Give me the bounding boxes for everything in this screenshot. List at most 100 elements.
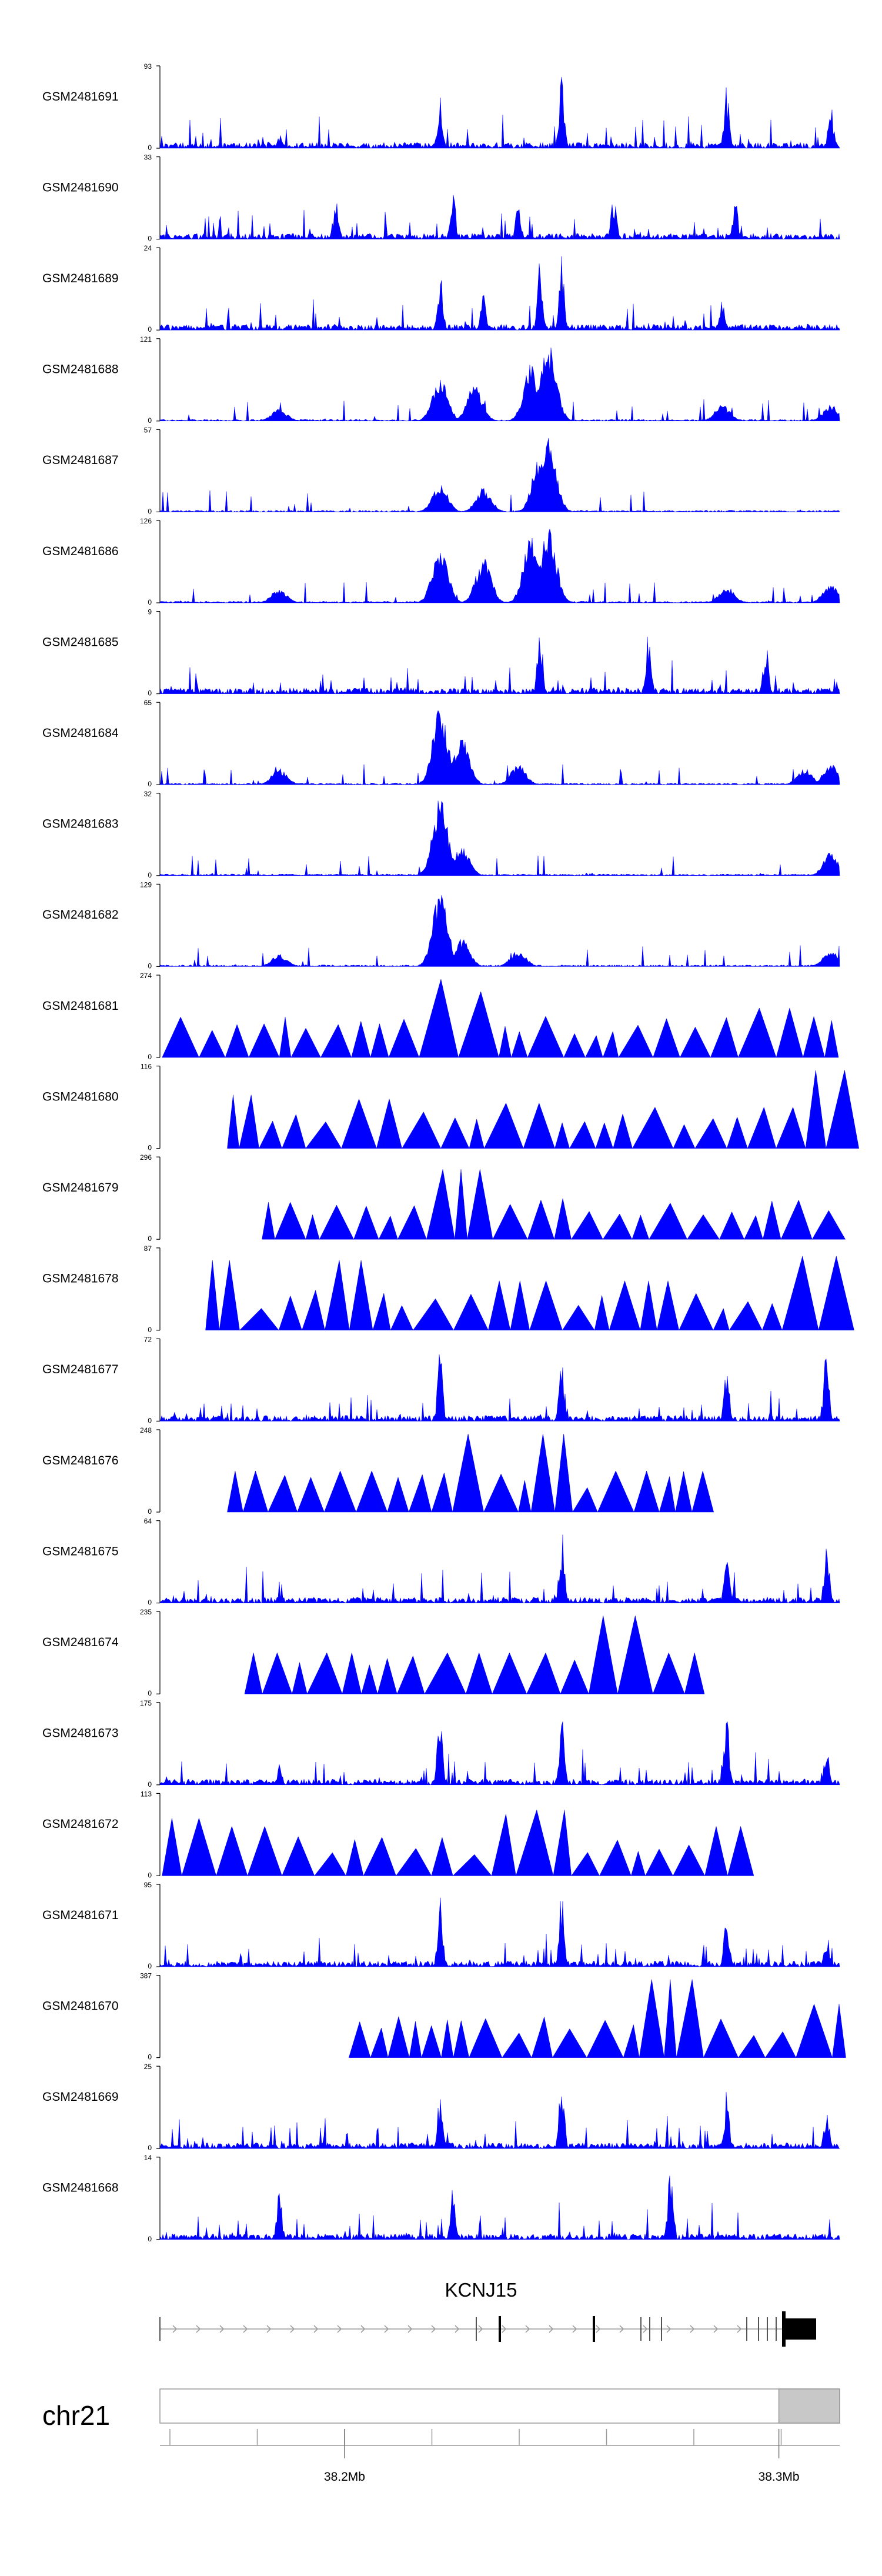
y-min-label: 0 [148, 235, 152, 243]
signal-area [159, 2092, 840, 2149]
exon-block [786, 2318, 816, 2340]
signal-area [159, 2175, 840, 2240]
signal-area [159, 1354, 840, 1422]
y-min-label: 0 [148, 962, 152, 970]
track-label: GSM2481674 [42, 1636, 119, 1649]
track-label: GSM2481669 [42, 2090, 119, 2104]
strand-arrow-icon [596, 2325, 601, 2333]
y-max-label: 387 [140, 1972, 152, 1980]
strand-arrow-icon [666, 2325, 671, 2333]
track-label: GSM2481687 [42, 453, 119, 467]
track-GSM2481675: GSM2481675 64 0 [42, 1517, 840, 1607]
y-max-label: 274 [140, 972, 152, 980]
signal-area [159, 438, 840, 512]
y-min-label: 0 [148, 507, 152, 515]
y-max-label: 95 [144, 1881, 152, 1889]
track-GSM2481685: GSM2481685 9 0 [42, 608, 840, 698]
signal-area [262, 1169, 846, 1240]
y-max-label: 175 [140, 1699, 152, 1707]
track-label: GSM2481684 [42, 726, 119, 740]
strand-arrow-icon [549, 2325, 554, 2333]
signal-area [159, 636, 840, 695]
strand-arrow-icon [572, 2325, 577, 2333]
signal-area [159, 195, 840, 240]
strand-arrow-icon [455, 2325, 460, 2333]
y-min-label: 0 [148, 1780, 152, 1788]
signal-area [244, 1616, 705, 1695]
strand-arrow-icon [407, 2325, 413, 2333]
x-tick-label: 38.2Mb [324, 2470, 365, 2484]
y-max-label: 235 [140, 1608, 152, 1616]
strand-arrow-icon [360, 2325, 366, 2333]
track-label: GSM2481685 [42, 635, 119, 649]
y-min-label: 0 [148, 1326, 152, 1334]
y-max-label: 57 [144, 426, 152, 434]
track-GSM2481687: GSM2481687 57 0 [42, 426, 840, 515]
exon-block [782, 2311, 786, 2347]
y-max-label: 87 [144, 1244, 152, 1253]
chromosome-highlight [778, 2388, 840, 2424]
track-label: GSM2481690 [42, 181, 119, 194]
track-GSM2481677: GSM2481677 72 0 [42, 1335, 840, 1424]
strand-arrow-icon [690, 2325, 695, 2333]
track-label: GSM2481681 [42, 999, 119, 1013]
strand-arrow-icon [525, 2325, 530, 2333]
signal-area [348, 1979, 846, 2058]
strand-arrow-icon [313, 2325, 319, 2333]
chromosome-band [159, 2388, 840, 2424]
strand-arrow-icon [196, 2325, 201, 2333]
signal-area [159, 800, 840, 876]
track-GSM2481678: GSM2481678 87 0 [42, 1244, 854, 1334]
y-min-label: 0 [148, 1234, 152, 1243]
track-GSM2481680: GSM2481680 116 0 [42, 1063, 859, 1152]
y-max-label: 126 [140, 517, 152, 525]
y-max-label: 33 [144, 154, 152, 162]
strand-arrow-icon [384, 2325, 389, 2333]
strand-arrow-icon [290, 2325, 295, 2333]
y-min-label: 0 [148, 1689, 152, 1697]
track-label: GSM2481691 [42, 90, 119, 104]
y-min-label: 0 [148, 2235, 152, 2243]
track-label: GSM2481675 [42, 1544, 119, 1558]
signal-area [162, 1809, 754, 1877]
track-GSM2481689: GSM2481689 24 0 [42, 244, 840, 333]
signal-area [159, 256, 840, 331]
track-label: GSM2481671 [42, 1908, 119, 1922]
track-label: GSM2481683 [42, 817, 119, 831]
y-min-label: 0 [148, 871, 152, 879]
track-label: GSM2481678 [42, 1272, 119, 1286]
y-min-label: 0 [148, 2053, 152, 2061]
y-max-label: 9 [148, 608, 152, 616]
track-GSM2481670: GSM2481670 387 0 [42, 1972, 846, 2061]
strand-arrow-icon [643, 2325, 648, 2333]
signal-tracks: GSM2481691930GSM2481690330GSM2481689240G… [42, 62, 859, 2243]
track-GSM2481691: GSM2481691 93 0 [42, 62, 840, 152]
y-min-label: 0 [148, 780, 152, 788]
strand-arrow-icon [619, 2325, 624, 2333]
y-min-label: 0 [148, 1416, 152, 1424]
strand-arrow-icon [219, 2325, 225, 2333]
y-max-label: 129 [140, 880, 152, 889]
strand-arrow-icon [737, 2325, 742, 2333]
track-GSM2481690: GSM2481690 33 0 [42, 154, 840, 243]
y-min-label: 0 [148, 598, 152, 606]
y-min-label: 0 [148, 1507, 152, 1516]
strand-arrow-icon [713, 2325, 719, 2333]
track-GSM2481682: GSM2481682 129 0 [42, 880, 840, 970]
signal-area [227, 1433, 714, 1513]
y-max-label: 25 [144, 2063, 152, 2071]
y-min-label: 0 [148, 1599, 152, 1607]
track-GSM2481668: GSM2481668 14 0 [42, 2154, 840, 2243]
strand-arrow-icon [431, 2325, 436, 2333]
y-min-label: 0 [148, 1962, 152, 1970]
track-label: GSM2481680 [42, 1090, 119, 1103]
track-label: GSM2481676 [42, 1454, 119, 1467]
signal-area [205, 1256, 854, 1331]
track-label: GSM2481677 [42, 1363, 119, 1376]
track-GSM2481686: GSM2481686 126 0 [42, 517, 840, 606]
y-min-label: 0 [148, 325, 152, 333]
strand-arrow-icon [172, 2325, 178, 2333]
track-label: GSM2481682 [42, 908, 119, 922]
y-min-label: 0 [148, 1871, 152, 1879]
